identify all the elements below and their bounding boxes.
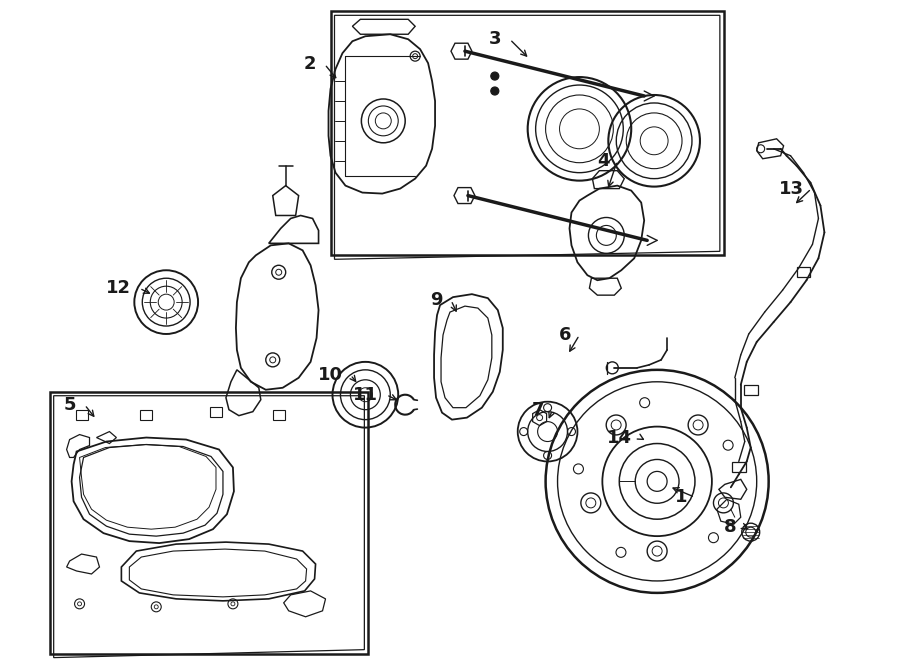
Text: 14: 14 xyxy=(608,428,632,447)
Text: 1: 1 xyxy=(674,488,687,506)
Text: 9: 9 xyxy=(430,291,443,309)
Text: 2: 2 xyxy=(304,55,317,73)
Text: 8: 8 xyxy=(724,518,737,536)
Circle shape xyxy=(491,87,499,95)
Text: 5: 5 xyxy=(64,396,76,414)
Text: 6: 6 xyxy=(559,326,572,344)
Text: 4: 4 xyxy=(597,152,609,170)
Text: 11: 11 xyxy=(354,386,378,404)
Circle shape xyxy=(491,72,499,80)
Text: 12: 12 xyxy=(106,279,131,297)
Text: 10: 10 xyxy=(318,366,343,384)
Text: 7: 7 xyxy=(532,401,544,418)
Text: 13: 13 xyxy=(778,180,804,198)
Text: 3: 3 xyxy=(490,30,502,48)
